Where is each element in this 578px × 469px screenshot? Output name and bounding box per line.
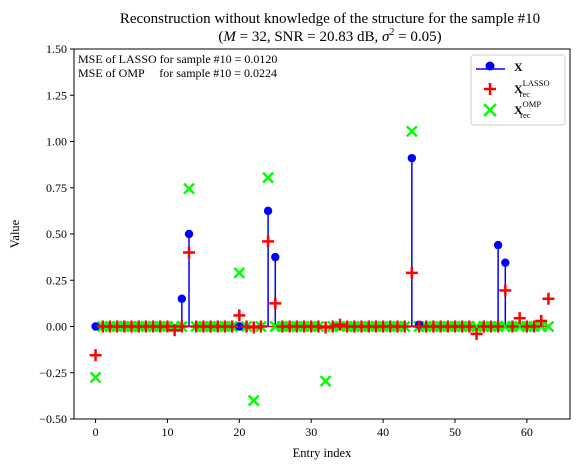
- lasso-point: [333, 318, 346, 331]
- y-tick-label: 1.25: [46, 88, 67, 102]
- mse-lasso-annotation: MSE of LASSO for sample #10 = 0.0120: [78, 52, 277, 66]
- x-point: [271, 252, 280, 262]
- lasso-point: [226, 320, 239, 333]
- x-tick-label: 10: [161, 425, 173, 439]
- lasso-point: [269, 297, 282, 310]
- x-point: [184, 229, 194, 239]
- omp-point-stroke: [233, 266, 246, 279]
- y-tick-label: 0.50: [46, 227, 67, 241]
- lasso-point: [254, 320, 267, 333]
- x-tick-label: 20: [233, 425, 245, 439]
- omp-point: [183, 182, 195, 195]
- axis-ticks: 0 10 20 30 40 50 60 −0.50 −0.25 0.00 0.25 0.50 0.75 1…: [39, 42, 533, 439]
- lasso-point: [506, 320, 519, 333]
- x-point: [263, 206, 273, 216]
- y-tick-label: −0.25: [39, 366, 67, 380]
- lasso-point: [405, 266, 418, 279]
- x-tick-label: 40: [377, 425, 389, 439]
- y-tick-label: 1.00: [46, 135, 67, 149]
- legend-x-marker: [485, 61, 495, 71]
- lasso-point: [535, 314, 548, 327]
- omp-point: [247, 394, 260, 407]
- omp-point: [89, 371, 102, 384]
- lasso-point: [513, 312, 526, 325]
- chart-title-line2: (M = 32, SNR = 20.83 dB, σ2 = 0.05): [218, 27, 441, 45]
- omp-point: [233, 266, 246, 279]
- lasso-point: [161, 320, 174, 333]
- lasso-point: [470, 327, 483, 340]
- omp-point-stroke: [183, 182, 195, 195]
- omp-point-stroke: [319, 375, 332, 387]
- x-tick-label: 0: [93, 425, 99, 439]
- lasso-point: [398, 320, 411, 333]
- mse-omp-annotation: MSE of OMP for sample #10 = 0.0224: [78, 66, 277, 80]
- y-tick-label: 1.50: [46, 42, 67, 56]
- legend: X XLASSO rec XOMP rec: [470, 54, 566, 126]
- lasso-point: [175, 320, 188, 333]
- legend-omp-label: XOMP rec: [514, 99, 541, 120]
- omp-point-stroke: [262, 171, 274, 184]
- lasso-point: [183, 246, 196, 259]
- legend-lasso-label: XLASSO rec: [514, 78, 550, 99]
- y-axis-label: Value: [8, 219, 22, 248]
- x-point: [493, 240, 503, 250]
- x-point: [91, 322, 100, 331]
- lasso-point: [463, 320, 476, 333]
- x-point: [407, 153, 417, 163]
- omp-point-stroke: [405, 125, 418, 138]
- x-tick-label: 50: [449, 425, 461, 439]
- lasso-point: [499, 284, 512, 297]
- omp-point: [319, 375, 332, 387]
- legend-x-label: X: [514, 60, 523, 74]
- lasso-point: [492, 320, 505, 333]
- x-tick-label: 30: [305, 425, 317, 439]
- y-tick-label: 0.75: [46, 181, 67, 195]
- lasso-point: [262, 235, 275, 248]
- series-marks: [89, 125, 555, 407]
- legend-lasso-marker: [484, 83, 496, 95]
- omp-point: [542, 320, 555, 333]
- chart-title-line1: Reconstruction without knowledge of the …: [120, 11, 540, 27]
- y-tick-label: 0.00: [46, 320, 67, 334]
- omp-point: [405, 125, 418, 138]
- x-point: [501, 258, 510, 267]
- x-point: [235, 322, 244, 331]
- y-tick-label: −0.50: [39, 412, 67, 426]
- omp-point-stroke: [89, 371, 102, 384]
- omp-point-stroke: [542, 320, 555, 333]
- legend-omp-marker: [483, 103, 497, 117]
- lasso-point: [542, 292, 555, 305]
- lasso-point: [326, 320, 339, 333]
- lasso-point: [528, 320, 541, 333]
- lasso-point: [89, 349, 102, 362]
- lasso-point: [168, 324, 181, 337]
- y-tick-label: 0.25: [46, 273, 67, 287]
- legend-box: [470, 54, 566, 126]
- omp-point-stroke: [247, 394, 260, 407]
- x-tick-label: 60: [521, 425, 533, 439]
- lasso-point: [233, 309, 246, 322]
- x-axis-label: Entry index: [293, 446, 352, 460]
- omp-point: [262, 171, 274, 184]
- x-point: [177, 294, 187, 303]
